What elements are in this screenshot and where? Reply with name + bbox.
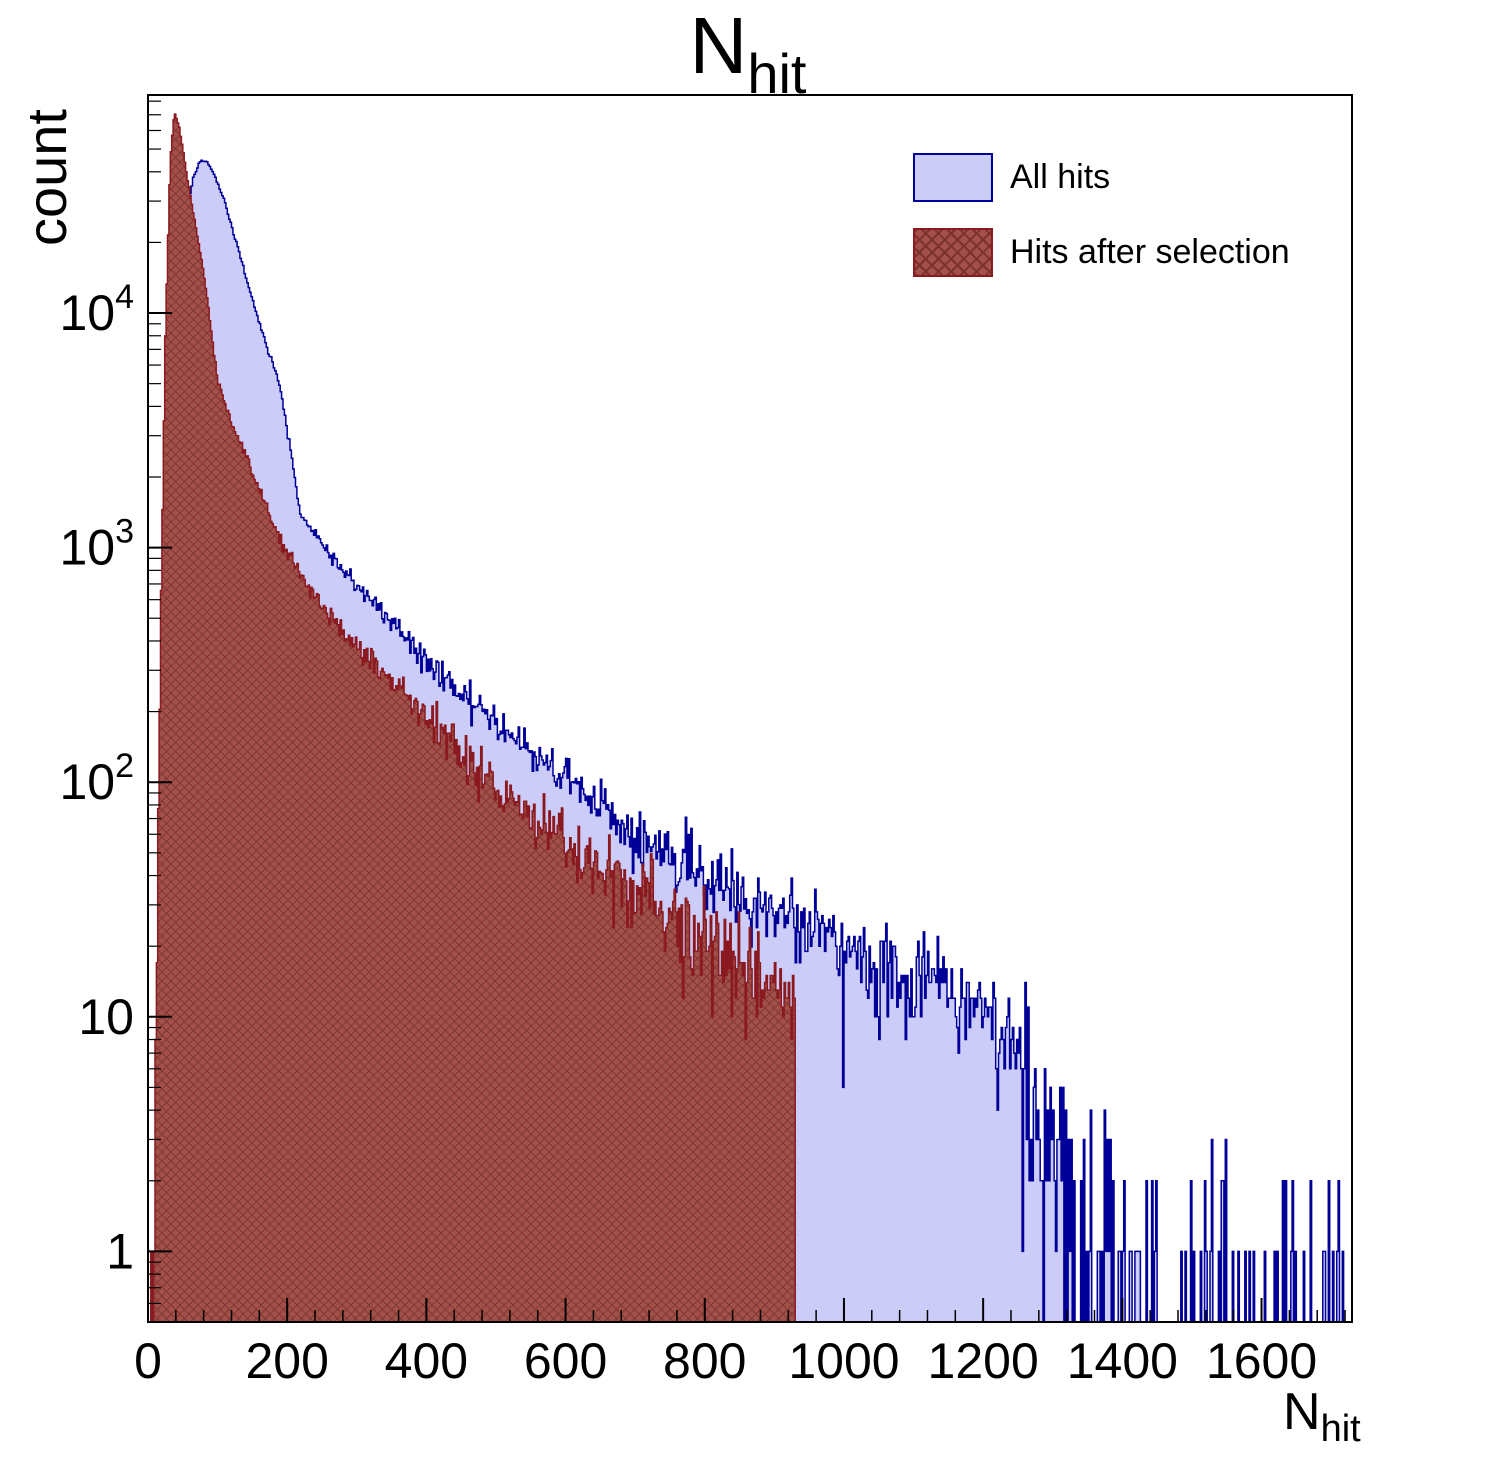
y-tick-label: 10 — [78, 989, 134, 1045]
y-tick-label: 1 — [106, 1223, 134, 1279]
chart-title: Nhit — [0, 0, 1496, 106]
x-tick-label: 1600 — [1206, 1333, 1317, 1389]
x-tick-label: 0 — [134, 1333, 162, 1389]
x-axis-label-main: N — [1283, 1383, 1321, 1441]
x-tick-label: 200 — [245, 1333, 328, 1389]
y-axis: 1 10 102 103 104 — [59, 100, 172, 1305]
legend-label-hits-after-selection: Hits after selection — [1010, 233, 1290, 271]
series-line-1 — [150, 113, 796, 1323]
legend-swatch-all-hits — [913, 153, 993, 202]
y-tick-label: 102 — [59, 747, 134, 810]
legend-swatch-hits-after-selection — [913, 228, 993, 277]
x-axis-label-subscript: hit — [1320, 1408, 1361, 1450]
title-main: N — [689, 1, 748, 90]
x-tick-label: 800 — [663, 1333, 746, 1389]
title-subscript: hit — [747, 42, 807, 105]
legend-entry-hits-after-selection: Hits after selection — [913, 228, 1290, 277]
series-1 — [150, 113, 796, 1323]
legend-label-all-hits: All hits — [1010, 158, 1111, 196]
x-tick-label: 1400 — [1067, 1333, 1178, 1389]
legend-entry-all-hits: All hits — [913, 153, 1290, 202]
plot-frame — [147, 94, 1353, 1323]
y-tick-label: 104 — [59, 278, 134, 341]
series-fill-1 — [150, 114, 796, 1323]
x-tick-label: 1200 — [928, 1333, 1039, 1389]
series-line-0 — [152, 159, 1352, 1323]
x-axis: 0 200 400 600 800 1000 1200 1400 1600 — [134, 1298, 1346, 1389]
x-axis-label: Nhit — [1283, 1382, 1361, 1451]
x-tick-label: 600 — [524, 1333, 607, 1389]
legend: All hits Hits after selection — [913, 153, 1290, 303]
y-axis-label: count — [15, 109, 78, 246]
y-tick-label: 103 — [59, 513, 134, 576]
x-tick-label: 1000 — [788, 1333, 899, 1389]
x-tick-label: 400 — [385, 1333, 468, 1389]
